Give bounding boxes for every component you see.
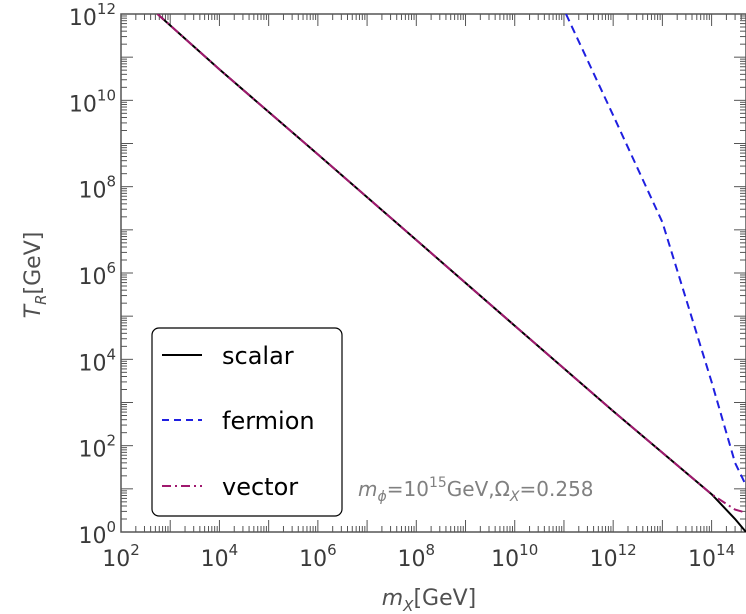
annotation-eq1: =10 — [387, 477, 429, 501]
y-tick-label: 106 — [78, 259, 116, 290]
x-tick-label: 1010 — [491, 541, 538, 572]
minor-ticks — [121, 14, 746, 532]
legend-label-scalar: scalar — [222, 342, 294, 370]
y-tick-label: 102 — [78, 432, 116, 463]
y-tick-labels: 100 102 104 106 108 1010 1012 — [69, 0, 116, 549]
annotation-omega: Ω — [495, 477, 510, 501]
series-line-fermion — [565, 14, 746, 486]
x-tick-label: 108 — [398, 541, 436, 572]
y-axis-label: TR[GeV] — [21, 232, 50, 319]
annotation-unit: GeV, — [447, 477, 495, 501]
annotation-omega-sub: X — [509, 489, 520, 505]
series-line-scalar — [156, 14, 746, 532]
annotation-phi: ϕ — [377, 489, 386, 505]
y-tick-label: 108 — [78, 173, 116, 204]
x-axis-label: mX[GeV] — [382, 586, 477, 614]
x-tick-label: 104 — [201, 541, 239, 572]
y-tick-label: 104 — [78, 345, 116, 376]
y-axis-symbol: T — [21, 303, 46, 318]
annotation-eq2: =0.258 — [520, 477, 594, 501]
x-axis-unit: [GeV] — [413, 586, 476, 611]
annotation-m: m — [358, 477, 377, 501]
x-tick-labels: 102 104 106 108 1010 1012 1014 — [102, 541, 735, 572]
series-layer — [156, 14, 746, 532]
x-axis-symbol: m — [382, 586, 403, 611]
y-tick-label: 1010 — [69, 86, 116, 117]
parameter-annotation: mϕ=1015GeV,ΩX=0.258 — [358, 475, 594, 505]
x-tick-label: 1014 — [688, 541, 735, 572]
legend-label-vector: vector — [222, 473, 298, 501]
x-tick-label: 1012 — [590, 541, 637, 572]
x-tick-label: 106 — [299, 541, 337, 572]
x-axis-subscript: X — [402, 597, 414, 614]
legend: scalar fermion vector — [151, 327, 343, 517]
y-axis-subscript: R — [32, 294, 50, 304]
legend-box — [151, 327, 343, 517]
x-tick-label: 102 — [102, 541, 140, 572]
major-ticks — [120, 13, 746, 533]
annotation-exp: 15 — [429, 475, 447, 491]
legend-label-fermion: fermion — [222, 407, 315, 435]
y-tick-label: 1012 — [69, 0, 116, 31]
y-tick-label: 100 — [78, 518, 116, 549]
y-axis-unit: [GeV] — [21, 232, 46, 295]
